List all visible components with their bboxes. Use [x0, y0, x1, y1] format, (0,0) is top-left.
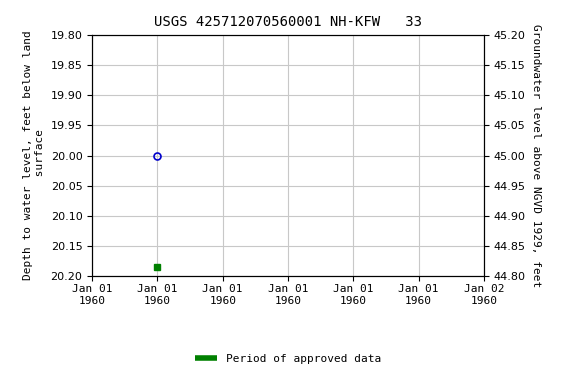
Title: USGS 425712070560001 NH-KFW   33: USGS 425712070560001 NH-KFW 33	[154, 15, 422, 29]
Y-axis label: Groundwater level above NGVD 1929, feet: Groundwater level above NGVD 1929, feet	[531, 24, 541, 287]
Legend: Period of approved data: Period of approved data	[191, 350, 385, 369]
Y-axis label: Depth to water level, feet below land
 surface: Depth to water level, feet below land su…	[24, 31, 45, 280]
